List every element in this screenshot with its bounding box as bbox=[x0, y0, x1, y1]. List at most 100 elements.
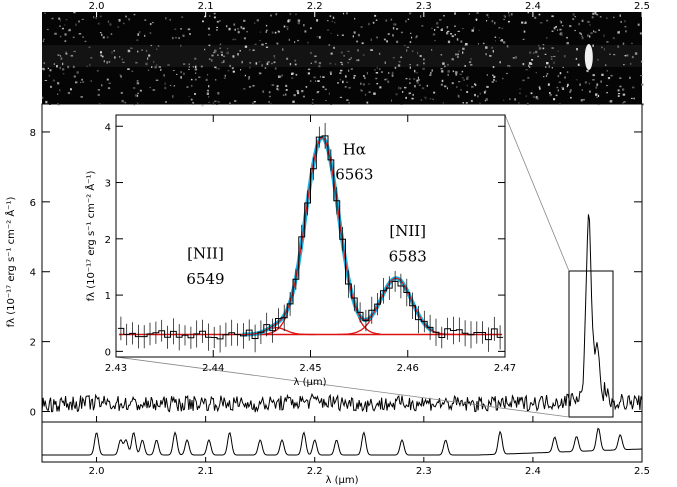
image-noise-pixel bbox=[557, 74, 560, 78]
image-noise-pixel bbox=[362, 54, 365, 56]
image-noise-pixel bbox=[240, 69, 242, 71]
image-noise-pixel bbox=[637, 23, 640, 26]
image-noise-pixel bbox=[226, 51, 229, 55]
image-noise-pixel bbox=[426, 84, 428, 87]
x-axis-label: λ (μm) bbox=[325, 475, 358, 486]
image-noise-pixel bbox=[244, 45, 248, 48]
image-noise-pixel bbox=[222, 55, 226, 57]
spectrum-image-panel: 2.0 2.1 2.2 2.3 2.4 2.5 bbox=[42, 1, 650, 107]
image-noise-pixel bbox=[252, 85, 255, 87]
image-noise-pixel bbox=[538, 86, 541, 88]
image-noise-pixel bbox=[234, 100, 237, 102]
image-noise-pixel bbox=[97, 22, 100, 25]
image-noise-pixel bbox=[182, 34, 185, 37]
image-noise-pixel bbox=[432, 98, 434, 100]
image-noise-pixel bbox=[256, 19, 259, 22]
image-noise-pixel bbox=[339, 72, 342, 74]
image-noise-pixel bbox=[423, 62, 425, 65]
image-noise-pixel bbox=[592, 74, 595, 77]
image-noise-pixel bbox=[254, 22, 256, 24]
image-noise-pixel bbox=[600, 80, 602, 83]
image-noise-pixel bbox=[330, 52, 333, 55]
image-noise-pixel bbox=[491, 81, 494, 83]
image-noise-pixel bbox=[384, 78, 387, 81]
image-noise-pixel bbox=[150, 44, 153, 47]
image-noise-pixel bbox=[342, 12, 345, 15]
image-noise-pixel bbox=[271, 62, 273, 65]
image-noise-pixel bbox=[362, 83, 365, 86]
image-noise-pixel bbox=[346, 81, 349, 83]
image-noise-pixel bbox=[383, 38, 386, 41]
image-noise-pixel bbox=[234, 28, 236, 31]
image-noise-pixel bbox=[64, 33, 67, 36]
image-noise-pixel bbox=[408, 78, 411, 80]
image-noise-pixel bbox=[455, 73, 458, 76]
image-noise-pixel bbox=[237, 53, 239, 56]
image-noise-pixel bbox=[396, 40, 399, 43]
image-noise-pixel bbox=[575, 57, 578, 60]
image-noise-pixel bbox=[607, 77, 611, 80]
image-noise-pixel bbox=[277, 88, 280, 91]
image-noise-pixel bbox=[441, 28, 443, 30]
image-noise-pixel bbox=[406, 46, 409, 48]
image-noise-pixel bbox=[489, 55, 492, 57]
image-noise-pixel bbox=[609, 100, 613, 103]
image-noise-pixel bbox=[566, 42, 569, 45]
image-noise-pixel bbox=[598, 94, 600, 97]
image-noise-pixel bbox=[617, 93, 621, 95]
image-noise-pixel bbox=[173, 85, 176, 87]
image-noise-pixel bbox=[149, 23, 152, 26]
inset-y-tick-label: 1 bbox=[105, 291, 111, 302]
image-noise-pixel bbox=[332, 16, 335, 19]
top-axis-ticks: 2.0 2.1 2.2 2.3 2.4 2.5 bbox=[89, 1, 650, 17]
image-noise-pixel bbox=[294, 63, 297, 66]
image-noise-pixel bbox=[314, 60, 317, 64]
image-noise-pixel bbox=[208, 44, 211, 47]
image-noise-pixel bbox=[356, 59, 358, 62]
image-noise-pixel bbox=[152, 89, 156, 91]
image-noise-pixel bbox=[589, 35, 591, 38]
image-noise-pixel bbox=[466, 76, 469, 78]
image-noise-pixel bbox=[127, 68, 130, 70]
image-noise-pixel bbox=[366, 101, 369, 104]
image-noise-pixel bbox=[447, 70, 450, 73]
image-noise-pixel bbox=[249, 49, 251, 51]
image-noise-pixel bbox=[512, 57, 515, 59]
image-noise-pixel bbox=[581, 19, 584, 22]
image-noise-pixel bbox=[340, 69, 343, 72]
image-noise-pixel bbox=[503, 99, 505, 101]
image-noise-pixel bbox=[442, 102, 444, 104]
image-noise-pixel bbox=[479, 102, 481, 105]
image-noise-pixel bbox=[432, 33, 436, 36]
image-noise-pixel bbox=[506, 72, 508, 75]
image-noise-pixel bbox=[442, 62, 445, 65]
image-noise-pixel bbox=[539, 87, 541, 90]
image-noise-pixel bbox=[81, 78, 83, 81]
image-noise-pixel bbox=[594, 12, 597, 15]
image-noise-pixel bbox=[307, 41, 309, 44]
image-noise-pixel bbox=[606, 17, 608, 19]
image-noise-pixel bbox=[508, 65, 511, 68]
image-noise-pixel bbox=[347, 50, 350, 52]
image-noise-pixel bbox=[207, 89, 209, 92]
image-noise-pixel bbox=[560, 21, 563, 24]
image-noise-pixel bbox=[524, 22, 527, 24]
image-noise-pixel bbox=[484, 90, 487, 92]
image-noise-pixel bbox=[446, 26, 449, 29]
image-noise-pixel bbox=[470, 57, 472, 61]
image-noise-pixel bbox=[224, 74, 226, 77]
image-noise-pixel bbox=[128, 18, 131, 21]
image-noise-pixel bbox=[265, 46, 269, 48]
image-noise-pixel bbox=[458, 50, 460, 53]
image-noise-pixel bbox=[64, 24, 66, 26]
image-noise-pixel bbox=[595, 86, 598, 89]
inset-annotations: Hα 6563 [NII] 6549 [NII] 6583 bbox=[186, 140, 426, 287]
image-noise-pixel bbox=[532, 95, 535, 98]
image-noise-pixel bbox=[192, 66, 195, 68]
image-noise-pixel bbox=[540, 47, 542, 49]
image-noise-pixel bbox=[447, 87, 448, 90]
image-noise-pixel bbox=[404, 44, 406, 47]
image-noise-pixel bbox=[53, 63, 56, 65]
inset-y-tick-label: 2 bbox=[105, 235, 111, 246]
image-noise-pixel bbox=[392, 27, 395, 30]
